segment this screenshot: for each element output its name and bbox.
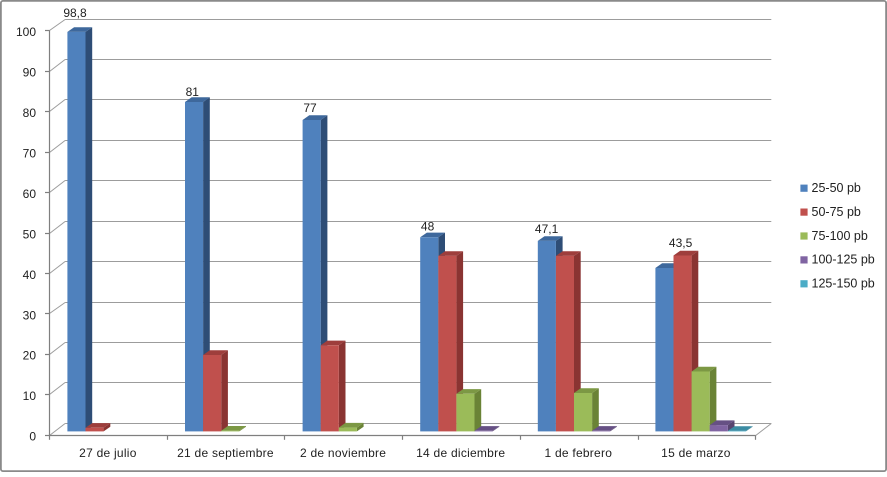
svg-text:2 de noviembre: 2 de noviembre [300, 446, 386, 460]
svg-text:30: 30 [23, 308, 37, 322]
svg-text:20: 20 [23, 349, 37, 363]
svg-text:100-125 pb: 100-125 pb [812, 253, 875, 267]
svg-text:77: 77 [303, 101, 317, 115]
svg-text:1 de febrero: 1 de febrero [544, 446, 612, 460]
svg-text:14 de diciembre: 14 de diciembre [416, 446, 505, 460]
svg-text:60: 60 [23, 187, 37, 201]
svg-text:50-75 pb: 50-75 pb [812, 205, 861, 219]
svg-text:21 de septiembre: 21 de septiembre [177, 446, 274, 460]
svg-text:50: 50 [23, 227, 37, 241]
svg-text:40: 40 [23, 268, 37, 282]
svg-text:25-50 pb: 25-50 pb [812, 181, 861, 195]
svg-text:48: 48 [421, 219, 435, 233]
svg-text:75-100 pb: 75-100 pb [812, 229, 868, 243]
svg-text:80: 80 [23, 106, 37, 120]
svg-text:70: 70 [23, 147, 37, 161]
svg-text:125-150 pb: 125-150 pb [812, 277, 875, 291]
svg-text:90: 90 [23, 66, 37, 80]
svg-text:10: 10 [23, 389, 37, 403]
svg-text:0: 0 [29, 430, 36, 444]
svg-text:27 de julio: 27 de julio [79, 446, 137, 460]
svg-text:98,8: 98,8 [63, 6, 87, 20]
svg-text:15 de marzo: 15 de marzo [661, 446, 731, 460]
svg-text:100: 100 [16, 25, 36, 39]
svg-text:43,5: 43,5 [669, 236, 693, 250]
svg-text:47,1: 47,1 [535, 222, 559, 236]
svg-text:81: 81 [186, 85, 200, 99]
